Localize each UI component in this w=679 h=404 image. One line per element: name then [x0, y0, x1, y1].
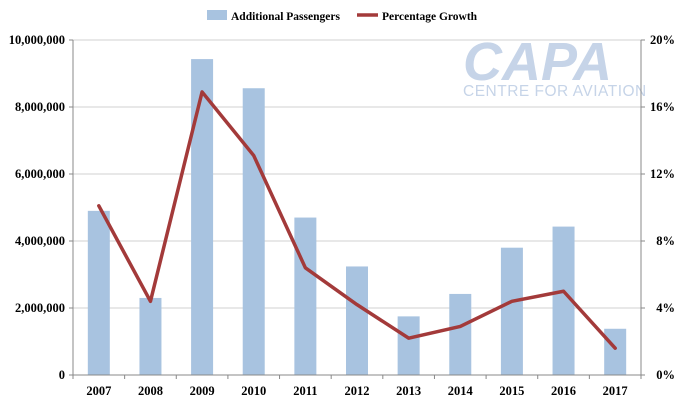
- legend: Additional Passengers Percentage Growth: [207, 10, 478, 23]
- logo-sub-text: CENTRE FOR AVIATION: [463, 83, 647, 100]
- left-tick-label: 6,000,000: [15, 167, 65, 181]
- x-tick-label: 2014: [448, 384, 474, 398]
- x-tick-label: 2011: [293, 384, 317, 398]
- line-series: [97, 90, 617, 350]
- right-tick-label: 4%: [656, 301, 675, 315]
- bar-2016: [552, 226, 575, 375]
- bar-2011: [294, 217, 317, 375]
- x-tick-label: 2009: [190, 384, 215, 398]
- x-tick-label: 2008: [138, 384, 163, 398]
- x-tick-label: 2007: [86, 384, 111, 398]
- right-tick-label: 0%: [656, 368, 675, 382]
- x-tick-label: 2016: [551, 384, 576, 398]
- x-tick-label: 2013: [396, 384, 421, 398]
- bar-2010: [242, 88, 265, 376]
- axes: [69, 39, 645, 379]
- left-tick-label: 0: [59, 368, 65, 382]
- left-tick-label: 4,000,000: [15, 234, 65, 248]
- left-axis-ticks: 0 2,000,000 4,000,000 6,000,000 8,000,000 10,…: [9, 33, 65, 382]
- logo-main-text: CAPA: [463, 32, 612, 92]
- legend-bar-label: Additional Passengers: [231, 11, 340, 23]
- legend-bar-swatch: [207, 10, 227, 20]
- x-tick-label: 2015: [499, 384, 524, 398]
- x-tick-label: 2012: [345, 384, 370, 398]
- right-tick-label: 12%: [650, 167, 675, 181]
- bar-2009: [191, 59, 214, 375]
- x-axis-ticks: 2007 2008 2009 2010 2011 2012 2013 2014 2015 2016…: [86, 384, 627, 398]
- bar-2008: [139, 297, 162, 375]
- right-tick-label: 16%: [650, 100, 675, 114]
- bar-2014: [449, 293, 472, 375]
- legend-line-label: Percentage Growth: [382, 11, 478, 23]
- bar-2013: [397, 316, 420, 375]
- bar-2017: [604, 328, 627, 375]
- left-tick-label: 2,000,000: [15, 301, 65, 315]
- left-tick-label: 10,000,000: [9, 33, 65, 47]
- x-tick-label: 2010: [241, 384, 266, 398]
- right-tick-label: 20%: [650, 33, 675, 47]
- bar-series: [87, 59, 627, 376]
- right-axis-ticks: 0% 4% 8% 12% 16% 20%: [650, 33, 675, 382]
- right-tick-label: 8%: [656, 234, 675, 248]
- bar-2007: [87, 210, 110, 375]
- capa-logo: CAPA CENTRE FOR AVIATION: [463, 32, 647, 100]
- bar-2015: [500, 247, 523, 375]
- left-tick-label: 8,000,000: [15, 100, 65, 114]
- bar-2012: [346, 266, 368, 375]
- x-tick-label: 2017: [603, 384, 628, 398]
